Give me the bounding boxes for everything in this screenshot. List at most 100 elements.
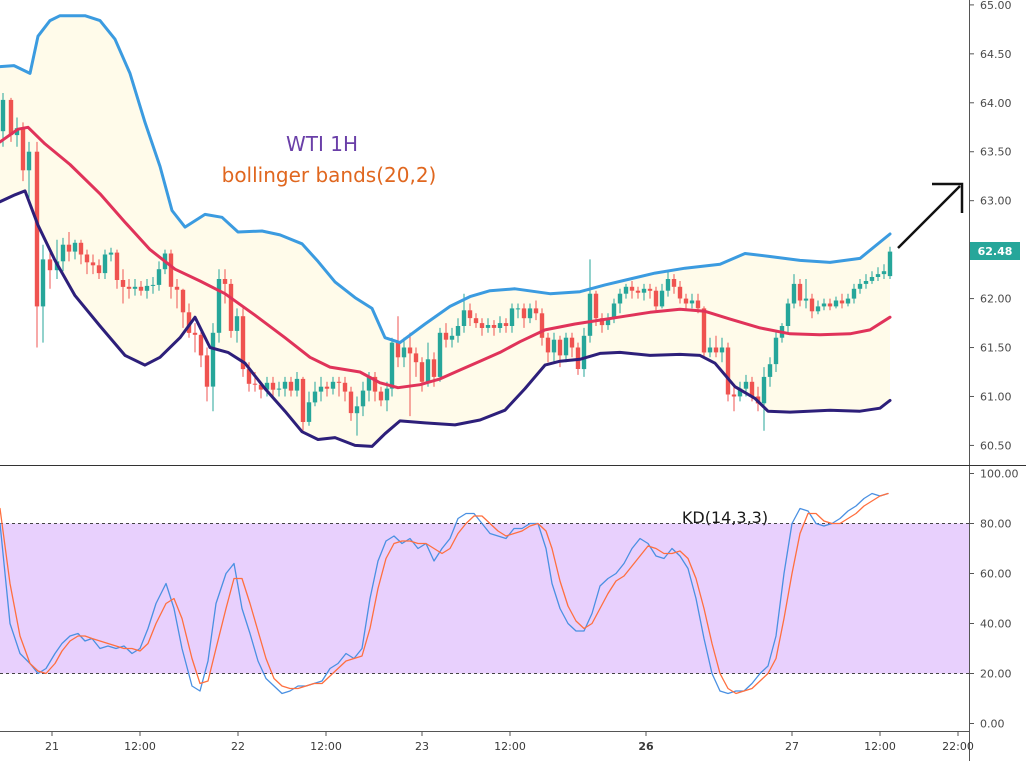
candle: [629, 281, 635, 299]
candle-body: [96, 265, 102, 274]
candle-body: [40, 259, 46, 307]
candle: [120, 269, 126, 304]
time-x-tick-label: 22: [231, 740, 245, 753]
candle-body: [509, 308, 515, 326]
candle: [551, 332, 557, 363]
candle-body: [366, 376, 372, 391]
candle-body: [479, 323, 485, 328]
candle: [635, 286, 641, 299]
candle: [90, 254, 96, 275]
candle: [336, 376, 342, 397]
candle: [737, 381, 743, 402]
candle-body: [569, 337, 575, 348]
kd-y-tick-label: 0.00: [980, 718, 1005, 731]
time-x-tick-label: 12:00: [310, 740, 342, 753]
candle-body: [731, 394, 737, 397]
candle-body: [150, 284, 156, 286]
candle: [791, 274, 797, 309]
candle: [150, 277, 156, 294]
candle: [641, 283, 647, 301]
candle: [815, 300, 821, 315]
candle: [725, 342, 731, 402]
last-price-label: 62.48: [978, 245, 1013, 258]
candle: [821, 298, 827, 311]
price-pane: [0, 14, 893, 448]
candle: [222, 269, 228, 304]
candle-body: [821, 303, 827, 307]
candle-body: [791, 283, 797, 304]
candle-body: [809, 298, 815, 312]
candle-body: [258, 384, 264, 390]
candle: [491, 320, 497, 336]
candle: [869, 271, 875, 284]
candle-body: [461, 310, 467, 326]
candle: [449, 327, 455, 348]
candle-body: [707, 347, 713, 353]
candle-body: [378, 391, 384, 401]
candle-body: [60, 244, 66, 262]
candle-body: [312, 391, 318, 403]
candle-body: [653, 290, 659, 307]
candle-body: [192, 332, 198, 335]
candle: [294, 372, 300, 397]
candle-body: [881, 271, 887, 275]
candle-body: [767, 364, 773, 377]
candle: [26, 141, 32, 201]
candle: [0, 93, 6, 147]
candle-body: [84, 254, 90, 263]
candle-body: [126, 286, 132, 289]
candle-body: [695, 300, 701, 309]
candle-body: [773, 337, 779, 365]
candle-body: [875, 274, 881, 277]
candle: [623, 283, 629, 299]
candle-body: [102, 254, 108, 274]
candle-body: [120, 280, 126, 287]
candle-body: [372, 376, 378, 392]
candle-body: [132, 286, 138, 289]
candle-body: [743, 381, 749, 389]
candle-body: [384, 388, 390, 401]
candle: [467, 303, 473, 326]
candle-body: [599, 318, 605, 326]
candle-body: [623, 286, 629, 294]
candle-body: [288, 381, 294, 391]
bollinger-lower-line: [0, 189, 892, 448]
candle-body: [240, 316, 246, 370]
candle-body: [425, 359, 431, 382]
candle-body: [605, 318, 611, 326]
candle: [887, 246, 893, 279]
candle-body: [276, 388, 282, 390]
candle-body: [413, 353, 419, 363]
candle-body: [336, 381, 342, 383]
candle: [20, 122, 26, 182]
candle-body: [593, 293, 599, 319]
candle-body: [342, 382, 348, 392]
candle: [348, 386, 354, 421]
candle-body: [34, 151, 40, 307]
candle-body: [222, 279, 228, 284]
candle-body: [581, 335, 587, 370]
candle: [240, 308, 246, 377]
candle: [797, 279, 803, 307]
candle-body: [659, 290, 665, 307]
candle: [827, 298, 833, 311]
candle: [330, 376, 336, 395]
candle-body: [234, 316, 240, 331]
candle-body: [491, 325, 497, 328]
chart-subtitle: bollinger bands(20,2): [222, 163, 437, 187]
candle-body: [210, 332, 216, 387]
price-y-tick-label: 64.00: [980, 97, 1012, 110]
candle: [479, 318, 485, 336]
candle: [270, 376, 276, 399]
candle: [539, 308, 545, 346]
candle: [312, 381, 318, 407]
candle-body: [551, 339, 557, 353]
candle: [78, 239, 84, 265]
candle: [527, 303, 533, 324]
kd-k-line: [0, 492, 889, 695]
candle: [569, 332, 575, 358]
candle-body: [689, 300, 695, 304]
candle-body: [761, 376, 767, 404]
candle: [300, 376, 306, 431]
candle: [378, 386, 384, 407]
